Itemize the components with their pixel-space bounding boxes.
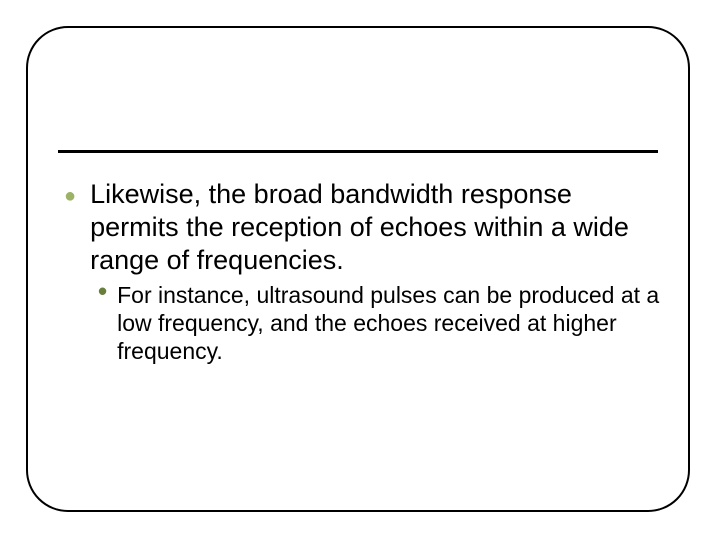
bullet-icon: ●	[64, 180, 76, 212]
slide-content: ● Likewise, the broad bandwidth response…	[64, 178, 664, 365]
sub-bullet-item-1: • For instance, ultrasound pulses can be…	[98, 281, 664, 365]
bullet-text: Likewise, the broad bandwidth response p…	[90, 178, 664, 277]
sub-bullet-text: For instance, ultrasound pulses can be p…	[117, 281, 664, 365]
title-divider	[58, 150, 658, 153]
bullet-item-1: ● Likewise, the broad bandwidth response…	[64, 178, 664, 277]
sub-bullet-icon: •	[98, 279, 107, 303]
